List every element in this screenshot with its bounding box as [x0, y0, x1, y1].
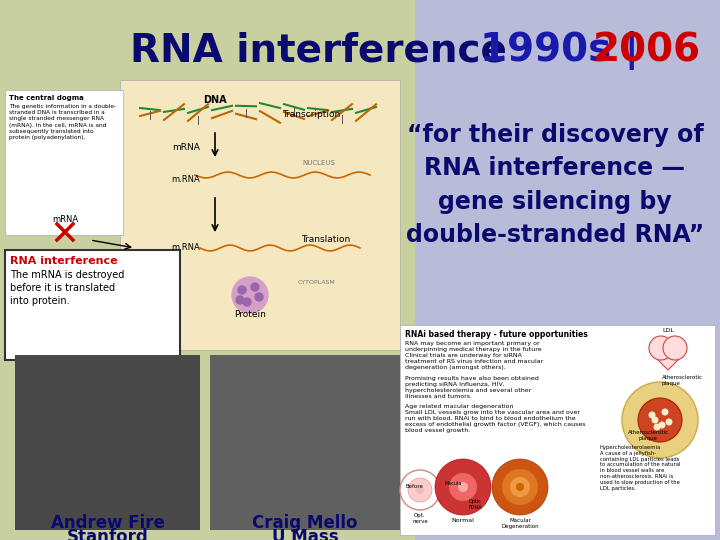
Bar [120, 80, 400, 350]
Text: Stanford: Stanford [67, 528, 149, 540]
Text: RNA interference: RNA interference [130, 31, 507, 69]
Circle shape [663, 336, 687, 360]
Circle shape [622, 382, 698, 458]
Circle shape [243, 298, 251, 306]
Text: Atherosclerotic
plaque: Atherosclerotic plaque [628, 430, 668, 441]
Text: Transcription: Transcription [282, 110, 340, 119]
Text: 1990s |: 1990s | [480, 30, 652, 70]
Circle shape [654, 423, 660, 430]
Text: Atherosclerotic
plaque: Atherosclerotic plaque [662, 375, 703, 386]
Bar [0, 0, 415, 540]
Circle shape [652, 416, 659, 423]
Text: Normal: Normal [451, 518, 474, 523]
Circle shape [649, 336, 673, 360]
Text: Andrew Fire: Andrew Fire [51, 514, 165, 532]
Text: RNAi based therapy - future opportunities: RNAi based therapy - future opportunitie… [405, 330, 588, 339]
Circle shape [251, 283, 259, 291]
Circle shape [665, 418, 672, 426]
Circle shape [449, 473, 477, 501]
Bar [5, 90, 123, 235]
Circle shape [232, 277, 268, 313]
Circle shape [516, 483, 524, 491]
Circle shape [400, 470, 440, 510]
Circle shape [238, 286, 246, 294]
Text: Promising results have also been obtained
predicting siRNA Influenza, HIV,
hyper: Promising results have also been obtaine… [405, 376, 539, 399]
Text: U Mass: U Mass [271, 528, 338, 540]
Text: DNA: DNA [203, 95, 227, 105]
Circle shape [659, 422, 665, 429]
Text: Craig Mello: Craig Mello [252, 514, 358, 532]
Circle shape [492, 459, 548, 515]
Circle shape [638, 398, 682, 442]
Bar [415, 0, 720, 540]
Circle shape [408, 478, 432, 502]
Circle shape [649, 411, 655, 418]
Text: Macular
Degeneration: Macular Degeneration [501, 518, 539, 529]
Circle shape [662, 408, 668, 415]
Text: LDL: LDL [662, 328, 674, 333]
Text: 2006: 2006 [593, 31, 701, 69]
Text: CYTOPLASM: CYTOPLASM [297, 280, 335, 285]
Text: Hypercholesterolaemia
A cause of a jellyfish-
containing LDL particles leads
to : Hypercholesterolaemia A cause of a jelly… [600, 445, 680, 491]
Bar [400, 325, 715, 535]
Text: RNA interference: RNA interference [10, 256, 117, 266]
Circle shape [255, 293, 263, 301]
Circle shape [236, 296, 244, 304]
Text: NUCLEUS: NUCLEUS [302, 160, 335, 166]
Text: Before: Before [405, 484, 423, 489]
Circle shape [435, 459, 491, 515]
Text: Age related macular degeneration
Small LDL vessels grow into the vascular area a: Age related macular degeneration Small L… [405, 404, 585, 433]
Text: m.RNA: m.RNA [171, 244, 200, 253]
Circle shape [502, 469, 538, 505]
Circle shape [510, 477, 530, 497]
Text: The mRNA is destroyed
before it is translated
into protein.: The mRNA is destroyed before it is trans… [10, 270, 125, 306]
Bar [5, 250, 180, 360]
Text: mRNA: mRNA [52, 215, 78, 224]
Text: The genetic information in a double-
stranded DNA is transcribed in a
single str: The genetic information in a double- str… [9, 104, 116, 140]
Text: Translation: Translation [301, 235, 350, 244]
Text: Macula: Macula [444, 481, 462, 486]
Text: mRNA: mRNA [172, 144, 200, 152]
Text: The central dogma: The central dogma [9, 95, 84, 101]
Text: Optic
FDNA: Optic FDNA [468, 499, 482, 510]
Polygon shape [650, 352, 686, 370]
Text: Protein: Protein [234, 310, 266, 319]
Text: RNA may become an important primary or
underpinning medical therapy in the futur: RNA may become an important primary or u… [405, 341, 544, 370]
Bar [210, 355, 400, 530]
Text: “for their discovery of
RNA interference —
gene silencing by
double-stranded RNA: “for their discovery of RNA interference… [406, 123, 704, 247]
Bar [15, 355, 200, 530]
Text: m.RNA: m.RNA [171, 176, 200, 185]
Circle shape [458, 482, 468, 492]
Text: Opt.
nerve: Opt. nerve [412, 513, 428, 524]
Circle shape [416, 486, 424, 494]
